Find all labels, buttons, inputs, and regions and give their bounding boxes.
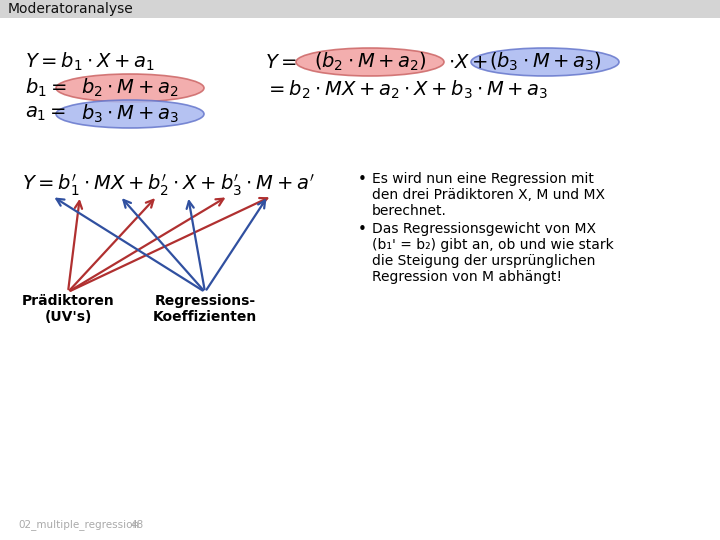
Text: $\cdot X +$: $\cdot X +$ (448, 52, 487, 71)
Text: $(b_3 \cdot M + a_3)$: $(b_3 \cdot M + a_3)$ (489, 51, 601, 73)
Text: den drei Prädiktoren X, M und MX: den drei Prädiktoren X, M und MX (372, 188, 605, 202)
Text: •: • (358, 222, 367, 237)
Text: die Steigung der ursprünglichen: die Steigung der ursprünglichen (372, 254, 595, 268)
Text: 48: 48 (130, 520, 143, 530)
Text: Es wird nun eine Regression mit: Es wird nun eine Regression mit (372, 172, 594, 186)
Text: Regression von M abhängt!: Regression von M abhängt! (372, 270, 562, 284)
Text: Das Regressionsgewicht von MX: Das Regressionsgewicht von MX (372, 222, 596, 236)
Ellipse shape (56, 74, 204, 102)
Ellipse shape (296, 48, 444, 76)
Text: $Y = b_1' \cdot MX + b_2' \cdot X + b_3' \cdot M + a'$: $Y = b_1' \cdot MX + b_2' \cdot X + b_3'… (22, 172, 315, 198)
Text: $(b_2 \cdot M + a_2)$: $(b_2 \cdot M + a_2)$ (313, 51, 426, 73)
Text: $a_1 =$: $a_1 =$ (25, 105, 66, 124)
Text: •: • (358, 172, 367, 187)
Text: berechnet.: berechnet. (372, 204, 447, 218)
Text: $Y = b_1 \cdot X + a_1$: $Y = b_1 \cdot X + a_1$ (25, 51, 155, 73)
Text: $b_3 \cdot M + a_3$: $b_3 \cdot M + a_3$ (81, 103, 179, 125)
Text: $b_1 =$: $b_1 =$ (25, 77, 67, 99)
Ellipse shape (56, 100, 204, 128)
FancyBboxPatch shape (0, 0, 720, 18)
Text: Moderatoranalyse: Moderatoranalyse (8, 2, 134, 16)
Text: $Y =$: $Y =$ (265, 52, 297, 71)
Text: 02_multiple_regression: 02_multiple_regression (18, 519, 139, 530)
Text: Prädiktoren
(UV's): Prädiktoren (UV's) (22, 294, 114, 324)
Text: Regressions-
Koeffizienten: Regressions- Koeffizienten (153, 294, 257, 324)
Text: $= b_2 \cdot MX + a_2 \cdot X + b_3 \cdot M + a_3$: $= b_2 \cdot MX + a_2 \cdot X + b_3 \cdo… (265, 79, 549, 101)
Text: $b_2 \cdot M + a_2$: $b_2 \cdot M + a_2$ (81, 77, 179, 99)
Text: (b₁' = b₂) gibt an, ob und wie stark: (b₁' = b₂) gibt an, ob und wie stark (372, 238, 613, 252)
Ellipse shape (471, 48, 619, 76)
